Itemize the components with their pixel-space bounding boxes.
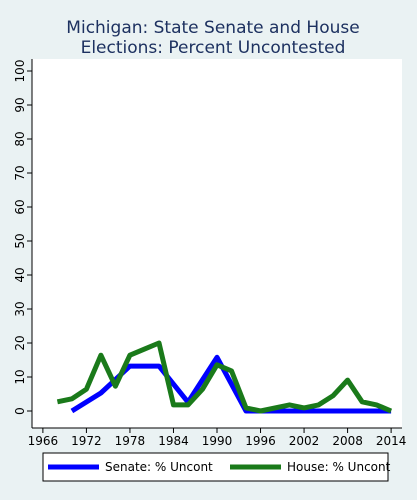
y-tick-label: 90 bbox=[13, 97, 27, 112]
legend-label-senate: Senate: % Uncont bbox=[105, 460, 213, 474]
y-tick-label: 30 bbox=[13, 301, 27, 316]
y-tick-label: 80 bbox=[13, 131, 27, 146]
legend-box bbox=[42, 452, 389, 482]
y-tick-label: 20 bbox=[13, 335, 27, 350]
chart-title-line-2: Elections: Percent Uncontested bbox=[81, 38, 346, 58]
legend-label-house: House: % Uncont bbox=[287, 460, 391, 474]
y-tick-label: 100 bbox=[13, 60, 27, 83]
x-tick-label: 2008 bbox=[332, 434, 363, 448]
x-tick-label: 2002 bbox=[289, 434, 320, 448]
x-tick-label: 1972 bbox=[71, 434, 102, 448]
plot-background bbox=[32, 59, 402, 428]
y-tick-label: 0 bbox=[13, 407, 27, 415]
series-layer bbox=[56, 340, 393, 414]
x-tick-label: 1996 bbox=[245, 434, 276, 448]
y-axis: 0 10 20 30 40 50 60 70 80 90 100 bbox=[13, 59, 33, 428]
x-tick-label: 1984 bbox=[158, 434, 189, 448]
y-tick-label: 60 bbox=[13, 199, 27, 214]
x-tick-label: 1990 bbox=[202, 434, 233, 448]
x-tick-label: 1966 bbox=[28, 434, 59, 448]
y-tick-label: 10 bbox=[13, 369, 27, 384]
x-tick-label: 1978 bbox=[115, 434, 146, 448]
y-tick-label: 70 bbox=[13, 165, 27, 180]
legend: Senate: % Uncont House: % Uncont bbox=[42, 452, 391, 482]
y-tick-label: 50 bbox=[13, 233, 27, 248]
x-tick-label: 2014 bbox=[376, 434, 407, 448]
x-axis: 1966 1972 1978 1984 1990 1996 2002 2008 2014 bbox=[28, 427, 407, 448]
series-line-house bbox=[56, 340, 393, 414]
y-tick-label: 40 bbox=[13, 267, 27, 282]
chart-title-line-1: Michigan: State Senate and House bbox=[66, 18, 359, 38]
